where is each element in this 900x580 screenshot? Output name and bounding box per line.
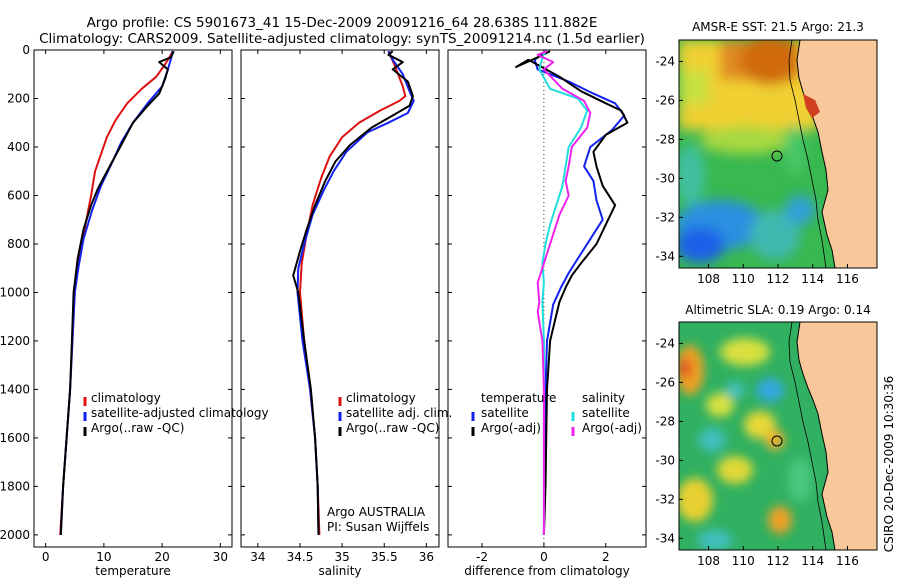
legend-sal-argo: Argo(-adj): [582, 421, 642, 435]
series-line: [538, 50, 589, 535]
map-x-tick-label: 112: [767, 554, 790, 568]
map-y-tick-label: -26: [655, 93, 675, 107]
legend-sal-satellite: satellite: [582, 406, 630, 420]
sst-map: AMSR-E SST: 21.5 Argo: 21.3: [655, 20, 878, 286]
series-line: [533, 50, 626, 535]
sla-land: [797, 322, 877, 550]
map-x-tick-label: 114: [801, 554, 824, 568]
y-tick-label: 1400: [0, 382, 30, 396]
map-x-tick-label: 116: [836, 272, 859, 286]
annotation-argo-australia: Argo AUSTRALIA: [327, 505, 426, 519]
sst-land: [797, 40, 877, 268]
series-line: [536, 50, 592, 535]
map-x-tick-label: 108: [697, 272, 720, 286]
x-tick-label: 35.5: [371, 550, 398, 564]
map-y-tick-label: -34: [655, 531, 675, 545]
plot-frame: [240, 49, 440, 548]
temperature-legend: climatology satellite-adjusted climatolo…: [83, 391, 269, 436]
map-x-tick-label: 112: [767, 272, 790, 286]
y-tick-label: 1200: [0, 334, 30, 348]
y-tick-label: 200: [7, 91, 30, 105]
x-tick-label: 35: [334, 550, 349, 564]
legend-temp-argo: Argo(-adj): [481, 421, 541, 435]
map-y-tick-label: -30: [655, 171, 675, 185]
argo-position-marker: [771, 435, 783, 447]
header-line-2: Climatology: CARS2009. Satellite-adjuste…: [39, 31, 645, 47]
map-x-tick-label: 108: [697, 554, 720, 568]
difference-legend: temperature satellite Argo(-adj) salinit…: [471, 391, 642, 436]
map-x-tick-label: 114: [801, 272, 824, 286]
x-tick-label: -2: [476, 550, 488, 564]
legend-argo: Argo(..raw -QC): [346, 421, 439, 435]
temperature-panel: 0 10 20 30 0 200 400 600 800 1000 1200 1400 1600 1800…: [0, 43, 233, 578]
series-line: [59, 50, 175, 535]
sla-map: Altimetric SLA: 0.19 Argo: 0.14: [655, 303, 878, 568]
series-line: [515, 50, 629, 535]
legend-temp-satellite: satellite: [481, 406, 529, 420]
sla-field: [679, 338, 812, 550]
map-x-tick-label: 110: [732, 554, 755, 568]
header-line-1: Argo profile: CS 5901673_41 15-Dec-2009 …: [87, 15, 598, 31]
series-line: [292, 50, 414, 535]
map-x-tick-label: 116: [836, 554, 859, 568]
sst-warm-patch: [803, 94, 820, 118]
sla-map-ticks: 108 110 112 114 116 -24 -26 -28 -30 -32 -34: [655, 336, 859, 568]
y-tick-label: 800: [7, 237, 30, 251]
side-timestamp: CSIRO 20-Dec-2009 10:30:36: [882, 376, 896, 553]
map-y-tick-label: -32: [655, 492, 675, 506]
sst-map-title: AMSR-E SST: 21.5 Argo: 21.3: [692, 20, 864, 34]
y-tick-label: 1000: [0, 285, 30, 299]
sst-field: [679, 40, 819, 263]
x-tick-label: 0: [42, 550, 50, 564]
map-y-tick-label: -24: [655, 336, 675, 350]
y-tick-label: 0: [22, 43, 30, 57]
y-tick-label: 2000: [0, 528, 30, 542]
map-y-tick-label: -30: [655, 453, 675, 467]
map-y-tick-label: -32: [655, 210, 675, 224]
sla-map-title: Altimetric SLA: 0.19 Argo: 0.14: [685, 303, 870, 317]
x-tick-label: 30: [213, 550, 228, 564]
map-x-tick-label: 110: [732, 272, 755, 286]
x-tick-label: 10: [96, 550, 111, 564]
salinity-panel: 34 34.5 35 35.5 36 salinity: [240, 49, 440, 578]
sst-isobath: [788, 40, 827, 268]
map-y-tick-label: -24: [655, 54, 675, 68]
x-tick-label: 0: [540, 550, 548, 564]
x-tick-label: 2: [602, 550, 610, 564]
x-tick-label: 34: [250, 550, 265, 564]
legend-climatology: climatology: [91, 391, 161, 405]
legend-satellite-adj: satellite adj. clim.: [346, 406, 452, 420]
legend-argo: Argo(..raw -QC): [91, 421, 184, 435]
legend-satellite-adjusted: satellite-adjusted climatology: [91, 406, 269, 420]
y-tick-label: 400: [7, 140, 30, 154]
sla-coastline: [796, 322, 836, 550]
map-y-tick-label: -26: [655, 375, 675, 389]
x-axis-label: temperature: [95, 564, 170, 578]
plot-frame: [33, 49, 233, 548]
x-axis-label: difference from climatology: [464, 564, 630, 578]
argo-position-marker: [771, 150, 783, 162]
y-tick-label: 1600: [0, 431, 30, 445]
sla-isobath: [788, 322, 827, 550]
sst-map-ticks: 108 110 112 114 116 -24 -26 -28 -30 -32 -34: [655, 54, 859, 286]
y-tick-label: 600: [7, 188, 30, 202]
x-axis-label: salinity: [318, 564, 361, 578]
sst-coastline: [796, 40, 836, 268]
legend-climatology: climatology: [346, 391, 416, 405]
annotation-pi: PI: Susan Wijffels: [327, 520, 429, 534]
legend-salinity-heading: salinity: [582, 391, 625, 405]
x-tick-label: 20: [154, 550, 169, 564]
salinity-legend: climatology satellite adj. clim. Argo(..…: [327, 391, 452, 534]
x-tick-label: 36: [419, 550, 434, 564]
map-y-tick-label: -28: [655, 414, 675, 428]
plot-frame: [447, 49, 647, 548]
map-y-tick-label: -28: [655, 132, 675, 146]
x-tick-label: 34.5: [287, 550, 314, 564]
legend-temperature-heading: temperature: [481, 391, 556, 405]
map-y-tick-label: -34: [655, 249, 675, 263]
y-tick-label: 1800: [0, 479, 30, 493]
